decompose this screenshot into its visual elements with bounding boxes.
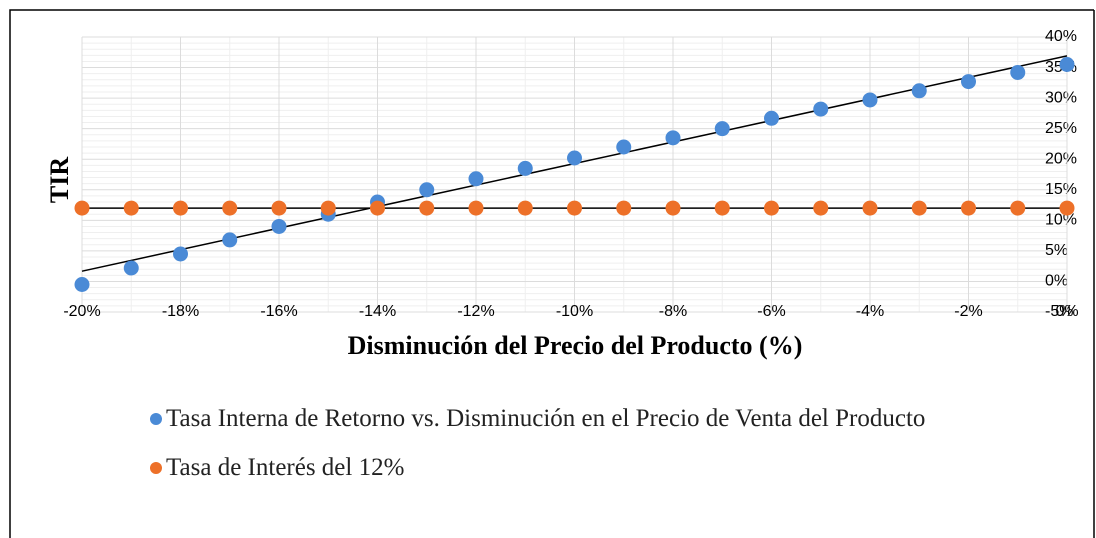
point [714,200,730,216]
y-tick-label: 30% [1045,89,1077,106]
y-tick-label: 15% [1045,181,1077,198]
point [813,200,829,216]
y-tick-label: 40% [1045,28,1077,45]
y-tick-label: 25% [1045,120,1077,137]
point [222,232,238,248]
point [862,200,878,216]
point [714,121,730,137]
x-tick-label: -10% [556,303,593,320]
point [616,200,632,216]
point [271,200,287,216]
point [173,246,188,262]
point [665,200,681,216]
point [1010,200,1026,216]
point [222,200,238,216]
point [123,200,139,216]
x-tick-label: -20% [63,303,100,320]
point [419,200,435,216]
point [517,200,533,216]
y-tick-label: 10% [1045,212,1077,229]
point [320,200,336,216]
point [961,200,976,216]
legend-item: Tasa de Interés del 12% [150,449,1030,486]
x-tick-label: -18% [162,303,199,320]
point [961,74,976,90]
point [1010,64,1026,80]
legend-label: Tasa de Interés del 12% [166,454,405,481]
point [813,101,829,117]
x-tick-label: -14% [359,303,396,320]
point [517,160,533,176]
point [1059,57,1075,72]
point [74,200,90,216]
point [1059,200,1075,216]
legend-marker [150,413,162,425]
point [764,110,779,126]
point [616,139,632,155]
y-tick-label: 20% [1045,150,1077,167]
x-tick-label: 0% [1055,303,1078,320]
point [567,150,582,166]
point [419,182,435,198]
point [567,200,582,216]
y-tick-label: 0% [1045,273,1068,290]
x-axis-title: Disminución del Precio del Producto (%) [348,331,803,360]
point [468,200,484,216]
x-tick-label: -16% [260,303,297,320]
x-tick-label: -8% [659,303,687,320]
point [911,200,927,216]
point [123,260,139,276]
point [911,83,927,99]
point [370,200,385,216]
legend-marker [150,462,162,474]
y-tick-label: -5% [1045,303,1073,320]
legend-item: Tasa Interna de Retorno vs. Disminución … [150,400,1030,437]
x-tick-label: -4% [856,303,884,320]
y-tick-label: 5% [1045,242,1068,259]
point [665,130,681,146]
x-tick-label: -6% [757,303,785,320]
point [271,218,287,234]
point [74,277,90,292]
legend: Tasa Interna de Retorno vs. Disminución … [150,400,1030,498]
point [468,171,484,187]
x-tick-label: -12% [457,303,494,320]
legend-label: Tasa Interna de Retorno vs. Disminución … [166,405,926,432]
x-tick-label: -2% [954,303,982,320]
y-axis-title: TIR [45,157,74,203]
point [862,92,878,108]
point [173,200,188,216]
point [764,200,779,216]
frame [9,9,1094,538]
